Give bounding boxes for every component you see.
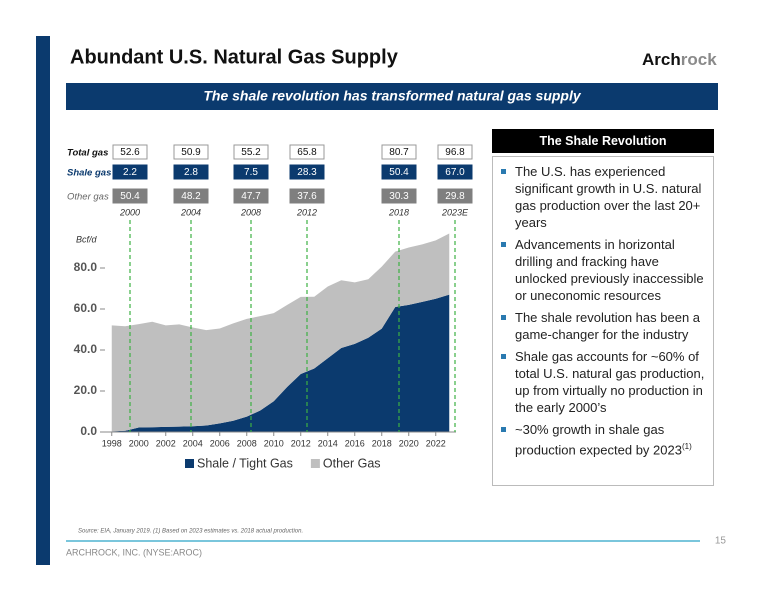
row-label: Shale gas	[67, 168, 111, 179]
x-tick-label: 2014	[318, 438, 338, 448]
value-box	[173, 188, 209, 204]
value-cell: 50.4	[120, 191, 140, 202]
bullet: Advancements in horizontal drilling and …	[499, 236, 705, 304]
year-label: 2018	[388, 207, 409, 217]
x-tick-label: 2002	[156, 438, 176, 448]
logo: Archrock	[642, 50, 717, 69]
year-label: 2012	[296, 207, 317, 217]
value-box	[233, 164, 269, 180]
value-cell: 67.0	[445, 167, 465, 178]
value-box	[381, 144, 417, 160]
shale-panel: The Shale Revolution The U.S. has experi…	[492, 129, 714, 486]
value-box	[173, 164, 209, 180]
bullet-text: The U.S. has experienced significant gro…	[515, 164, 702, 230]
year-label: 2004	[180, 207, 201, 217]
value-box	[173, 144, 209, 160]
x-tick-label: 2022	[426, 438, 446, 448]
value-box	[289, 188, 325, 204]
value-cell: 47.7	[241, 191, 261, 202]
y-tick-label: 40.0	[74, 342, 98, 356]
bullet-text: The shale revolution has been a game-cha…	[515, 310, 701, 342]
y-tick-label: 60.0	[74, 301, 98, 315]
value-box	[289, 144, 325, 160]
value-cell: 48.2	[181, 191, 201, 202]
value-cell: 28.3	[297, 167, 317, 178]
bullet-text: Shale gas accounts for ~60% of total U.S…	[515, 349, 705, 415]
value-cell: 50.9	[181, 147, 201, 158]
y-tick-label: 20.0	[74, 383, 98, 397]
year-label: 2000	[119, 207, 140, 217]
value-box	[289, 164, 325, 180]
y-axis-label: Bcf/d	[76, 234, 98, 244]
panel-body: The U.S. has experienced significant gro…	[492, 156, 714, 486]
bullet: ~30% growth in shale gas production expe…	[499, 421, 705, 458]
y-tick-label: 80.0	[74, 260, 98, 274]
banner-text: The shale revolution has transformed nat…	[203, 88, 582, 104]
legend-label: Shale / Tight Gas	[197, 456, 293, 470]
area	[111, 233, 450, 432]
bullet-text: Advancements in horizontal drilling and …	[515, 237, 704, 303]
value-box	[112, 164, 148, 180]
company: ARCHROCK, INC. (NYSE:AROC)	[66, 547, 202, 557]
x-tick-label: 2000	[129, 438, 149, 448]
value-cell: 80.7	[389, 147, 409, 158]
x-tick-label: 2004	[183, 438, 203, 448]
bullet: Shale gas accounts for ~60% of total U.S…	[499, 348, 705, 416]
row-label: Total gas	[67, 148, 108, 159]
footnote-ref: (1)	[681, 442, 692, 451]
value-cell: 2.2	[123, 167, 137, 178]
value-box	[381, 164, 417, 180]
value-cell: 50.4	[389, 167, 409, 178]
value-cell: 7.5	[244, 167, 258, 178]
title: Abundant U.S. Natural Gas Supply	[70, 46, 399, 68]
panel-title: The Shale Revolution	[492, 129, 714, 153]
value-cell: 96.8	[445, 147, 465, 158]
value-cell: 2.8	[184, 167, 198, 178]
bullet: The shale revolution has been a game-cha…	[499, 309, 705, 343]
x-tick-label: 2018	[372, 438, 392, 448]
x-tick-label: 2006	[210, 438, 230, 448]
area	[111, 294, 450, 432]
value-box	[112, 188, 148, 204]
value-box	[233, 188, 269, 204]
source: Source: EIA, January 2019. (1) Based on …	[78, 529, 303, 535]
value-box	[381, 188, 417, 204]
value-box	[112, 144, 148, 160]
y-tick-label: 0.0	[80, 424, 97, 438]
side-bar	[36, 36, 50, 565]
x-tick-label: 2016	[345, 438, 365, 448]
legend-swatch	[310, 459, 320, 468]
value-cell: 30.3	[389, 191, 409, 202]
x-tick-label: 2020	[399, 438, 419, 448]
value-box	[233, 144, 269, 160]
value-cell: 52.6	[120, 147, 140, 158]
value-cell: 55.2	[241, 147, 261, 158]
bullet-list: The U.S. has experienced significant gro…	[499, 163, 705, 458]
year-label: 2023E	[441, 207, 469, 217]
legend-swatch	[185, 459, 194, 468]
year-label: 2008	[240, 207, 261, 217]
bullet: The U.S. has experienced significant gro…	[499, 163, 705, 231]
x-tick-label: 2008	[237, 438, 257, 448]
x-tick-label: 2010	[264, 438, 284, 448]
banner	[66, 83, 718, 110]
page-number: 15	[715, 536, 727, 547]
logo-part: rock	[681, 50, 717, 69]
value-box	[437, 188, 473, 204]
value-box	[437, 144, 473, 160]
value-cell: 65.8	[297, 147, 317, 158]
value-cell: 29.8	[445, 191, 465, 202]
bullet-text: ~30% growth in shale gas production expe…	[515, 422, 682, 458]
legend-label: Other Gas	[323, 456, 381, 470]
x-tick-label: 2012	[291, 438, 311, 448]
value-cell: 37.6	[297, 191, 317, 202]
logo-part: Arch	[642, 50, 681, 69]
row-label: Other gas	[67, 192, 109, 203]
value-box	[437, 164, 473, 180]
x-tick-label: 1998	[102, 438, 122, 448]
